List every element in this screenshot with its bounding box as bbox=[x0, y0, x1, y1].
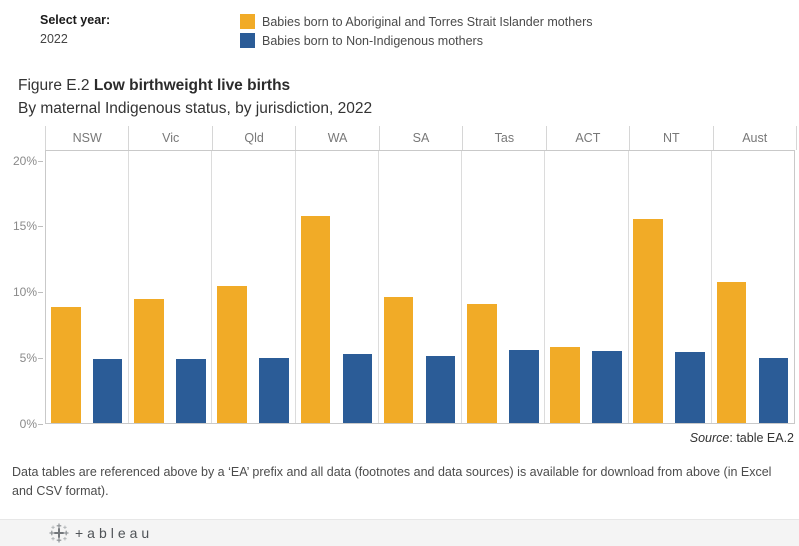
bar-non-indigenous-wa[interactable] bbox=[342, 353, 373, 423]
column-header-aust: Aust bbox=[742, 131, 768, 145]
y-tick bbox=[38, 226, 43, 228]
column-header-qld: Qld bbox=[213, 126, 297, 150]
panel-qld bbox=[212, 151, 296, 423]
bar-indigenous-wa[interactable] bbox=[300, 216, 331, 423]
panel-sa bbox=[379, 151, 463, 423]
select-year-control: Select year: 2022 bbox=[40, 13, 110, 46]
y-tick-label: 0% bbox=[19, 417, 37, 431]
y-tick bbox=[38, 160, 43, 162]
column-header-tas: Tas bbox=[463, 126, 547, 150]
panel-nt bbox=[629, 151, 712, 423]
y-tick-label: 15% bbox=[12, 219, 37, 234]
bar-non-indigenous-vic[interactable] bbox=[176, 358, 206, 423]
bar-indigenous-qld[interactable] bbox=[217, 285, 247, 423]
chart-subtitle: By maternal Indigenous status, by jurisd… bbox=[18, 100, 373, 117]
y-tick-label: 20% bbox=[12, 153, 37, 168]
column-headers: NSW Vic Qld WA SA Tas ACT NT Aust bbox=[45, 126, 797, 150]
panel-aust bbox=[712, 151, 794, 423]
y-tick-label: 10% bbox=[12, 285, 37, 300]
legend-swatch-blue bbox=[240, 33, 255, 48]
bar-indigenous-act[interactable] bbox=[550, 347, 580, 423]
tableau-wordmark: +ableau bbox=[75, 525, 154, 541]
chart-title-block: Figure E.2 Low birthweight live births B… bbox=[18, 77, 372, 118]
source-word: Source bbox=[689, 431, 730, 445]
y-tick bbox=[38, 292, 43, 294]
bar-indigenous-aust[interactable] bbox=[716, 281, 747, 423]
legend-item-indigenous[interactable]: Babies born to Aboriginal and Torres Str… bbox=[240, 14, 593, 29]
column-header-act: ACT bbox=[547, 126, 631, 150]
legend-item-non-indigenous[interactable]: Babies born to Non-Indigenous mothers bbox=[240, 33, 593, 48]
column-header-vic: Vic bbox=[129, 126, 213, 150]
panel-wa bbox=[296, 151, 379, 423]
y-tick bbox=[38, 358, 43, 360]
chart-title-bold: Low birthweight live births bbox=[93, 77, 291, 94]
chart-title: Figure E.2 Low birthweight live births bbox=[18, 77, 372, 95]
tableau-footer-bar: +ableau bbox=[0, 519, 799, 546]
panel-nsw bbox=[46, 151, 130, 423]
bar-non-indigenous-qld[interactable] bbox=[259, 357, 289, 423]
bar-indigenous-vic[interactable] bbox=[134, 298, 164, 423]
panel-vic bbox=[129, 151, 213, 423]
bar-indigenous-tas[interactable] bbox=[467, 304, 497, 423]
figure-label: Figure E.2 bbox=[18, 77, 90, 94]
y-tick bbox=[38, 424, 43, 425]
bar-non-indigenous-act[interactable] bbox=[592, 351, 622, 423]
bar-indigenous-nt[interactable] bbox=[633, 219, 664, 423]
bar-non-indigenous-tas[interactable] bbox=[508, 349, 539, 423]
column-header-nt: NT bbox=[630, 126, 714, 150]
source-rest: : table EA.2 bbox=[729, 431, 794, 445]
bar-non-indigenous-aust[interactable] bbox=[758, 357, 789, 423]
footnote-text: Data tables are referenced above by a ‘E… bbox=[12, 465, 772, 499]
bar-non-indigenous-sa[interactable] bbox=[425, 356, 456, 423]
legend-label: Babies born to Non-Indigenous mothers bbox=[262, 33, 483, 48]
bar-indigenous-nsw[interactable] bbox=[50, 306, 81, 423]
column-header-nsw: NSW bbox=[46, 126, 130, 150]
bar-indigenous-sa[interactable] bbox=[383, 297, 414, 423]
legend: Babies born to Aboriginal and Torres Str… bbox=[240, 14, 593, 52]
bar-non-indigenous-nsw[interactable] bbox=[92, 358, 123, 423]
tableau-logo-link[interactable]: +ableau bbox=[49, 523, 153, 543]
source-note: Source: table EA.2 bbox=[690, 431, 794, 445]
select-year-dropdown[interactable]: 2022 bbox=[40, 32, 68, 46]
tableau-logo-icon bbox=[49, 523, 69, 543]
select-year-label: Select year: bbox=[40, 13, 111, 27]
bar-non-indigenous-nt[interactable] bbox=[675, 352, 705, 423]
panel-tas bbox=[462, 151, 546, 423]
y-tick-label: 5% bbox=[19, 351, 37, 366]
column-header-sa: SA bbox=[380, 126, 464, 150]
legend-label: Babies born to Aboriginal and Torres Str… bbox=[262, 14, 593, 29]
panel-act bbox=[545, 151, 629, 423]
plot-area bbox=[45, 150, 795, 424]
legend-swatch-orange bbox=[240, 14, 255, 29]
column-header-wa: WA bbox=[296, 126, 380, 150]
y-axis: 0% 5% 10% 15% 20% bbox=[0, 150, 43, 431]
